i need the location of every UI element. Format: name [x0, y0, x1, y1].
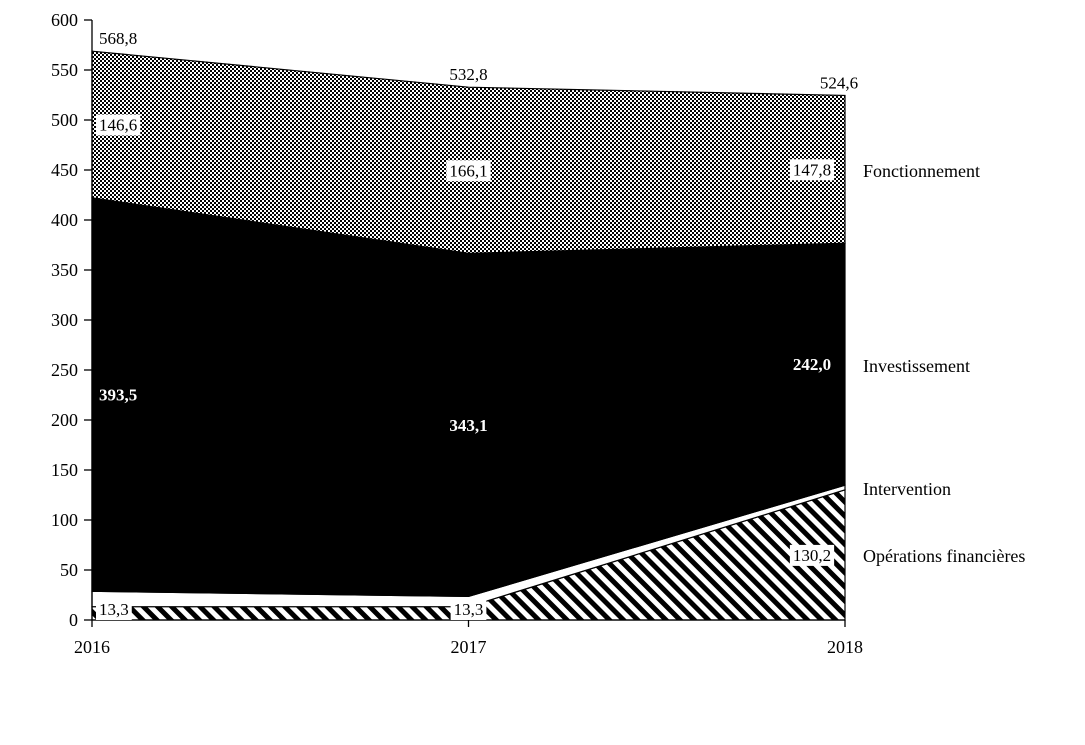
data-label-fonctionnement: 147,8: [793, 160, 831, 179]
stack-total-label: 568,8: [99, 29, 137, 48]
data-label-investissement: 343,1: [449, 416, 487, 435]
data-label-box: [96, 599, 132, 620]
y-tick-label: 150: [51, 460, 78, 480]
y-tick-label: 500: [51, 110, 78, 130]
y-tick-label: 350: [51, 260, 78, 280]
y-tick-label: 400: [51, 210, 78, 230]
data-label-box: [450, 599, 487, 620]
y-tick-label: 450: [51, 160, 78, 180]
x-tick-label: 2017: [451, 637, 487, 657]
y-tick-label: 0: [69, 610, 78, 630]
data-label-operations-financieres: 13,3: [454, 600, 484, 619]
y-tick-label: 200: [51, 410, 78, 430]
x-tick-label: 2016: [74, 637, 110, 657]
data-label-box: [96, 114, 141, 136]
y-tick-label: 600: [51, 10, 78, 30]
legend-label-investissement: Investissement: [863, 356, 970, 376]
data-label-box: [446, 160, 491, 182]
y-tick-label: 50: [60, 560, 78, 580]
data-label-investissement: 242,0: [793, 355, 831, 374]
data-label-box: [789, 544, 835, 566]
y-tick-label: 300: [51, 310, 78, 330]
y-tick-label: 550: [51, 60, 78, 80]
y-tick-label: 250: [51, 360, 78, 380]
y-tick-label: 100: [51, 510, 78, 530]
data-label-fonctionnement: 166,1: [449, 161, 487, 180]
data-label-operations-financieres: 130,2: [793, 546, 831, 565]
plot-area: 0 50 100 150 200 250 300 350 400 450 500 550 600 2016…: [51, 10, 863, 657]
data-label-box: [789, 159, 835, 181]
legend-label-operations-financieres: Opérations financières: [863, 546, 1026, 566]
stack-total-label: 532,8: [449, 65, 487, 84]
data-label-operations-financieres: 13,3: [99, 600, 129, 619]
legend-label-intervention: Intervention: [863, 479, 951, 499]
data-label-fonctionnement: 146,6: [99, 116, 137, 135]
x-tick-label: 2018: [827, 637, 863, 657]
legend-label-fonctionnement: Fonctionnement: [863, 161, 980, 181]
data-label-investissement: 393,5: [99, 386, 137, 405]
stack-total-label: 524,6: [820, 73, 858, 92]
